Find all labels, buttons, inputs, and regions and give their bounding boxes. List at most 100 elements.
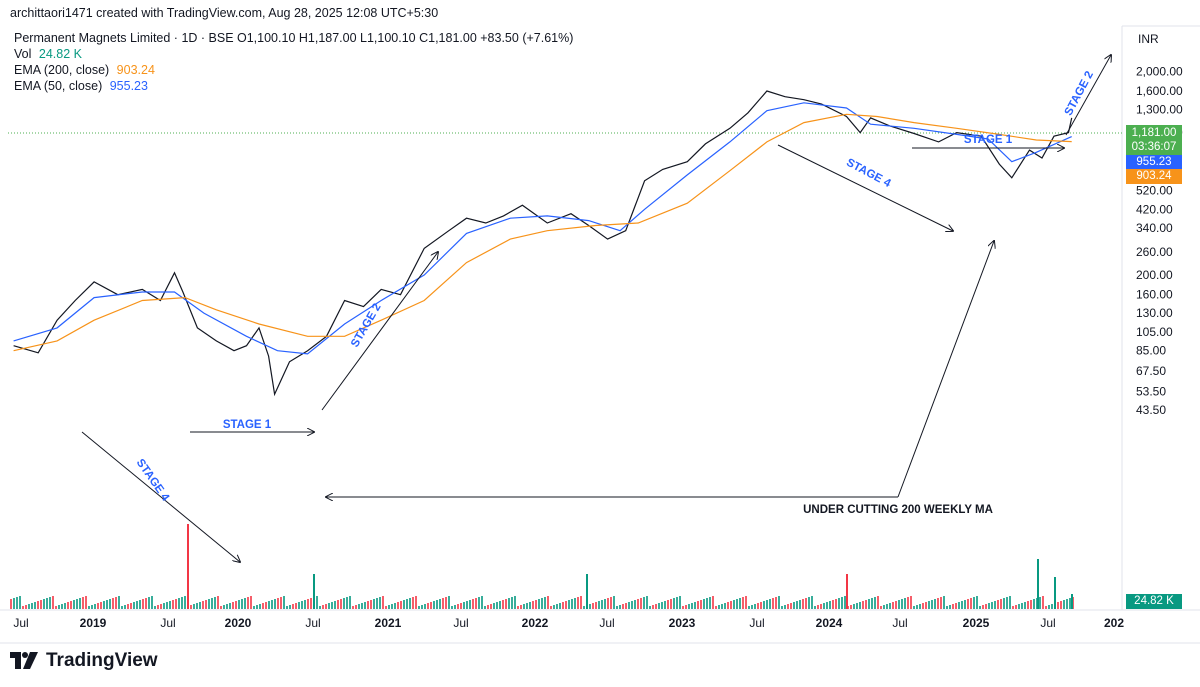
volume-bar [295, 603, 297, 609]
ema200-price-tag: 903.24 [1126, 169, 1182, 184]
time-tick-label: 2025 [963, 616, 990, 630]
volume-bar [622, 604, 624, 609]
stage-label: STAGE 4 [134, 457, 172, 504]
volume-bar [298, 602, 300, 609]
volume-bar [760, 602, 762, 609]
price-tick-label: 520.00 [1136, 183, 1173, 197]
volume-bar [331, 602, 333, 609]
volume-bar [379, 597, 381, 609]
volume-bar [352, 606, 354, 609]
ema50-value: 955.23 [109, 79, 148, 93]
volume-bar [166, 602, 168, 609]
volume-bar [412, 597, 414, 609]
volume-bar [145, 598, 147, 609]
volume-bar [940, 597, 942, 609]
volume-bar [358, 604, 360, 609]
series-line-ema-200-close- [13, 113, 1072, 352]
volume-bar [415, 596, 417, 609]
volume-bar [58, 605, 60, 609]
volume-bar [277, 598, 279, 609]
volume-bar [448, 596, 450, 609]
volume-bar [220, 606, 222, 609]
volume-bar [133, 602, 135, 609]
volume-bar [424, 604, 426, 609]
volume-bar [931, 600, 933, 609]
volume-bar [610, 597, 612, 609]
volume-bar [781, 606, 783, 609]
volume-bar [691, 603, 693, 609]
volume-bar [997, 600, 999, 609]
volume-bar [175, 599, 177, 609]
volume-spike [1071, 594, 1073, 609]
price-tick-label: 2,000.00 [1136, 64, 1183, 78]
volume-bar [238, 600, 240, 609]
price-tick-label: 340.00 [1136, 221, 1173, 235]
volume-bar [673, 598, 675, 609]
volume-bar [991, 602, 993, 609]
volume-bar [103, 601, 105, 609]
volume-bar [898, 600, 900, 609]
volume-bar [1033, 599, 1035, 609]
volume-bar [1057, 602, 1059, 609]
volume-bar [1027, 601, 1029, 609]
volume-bar [541, 598, 543, 609]
volume-bar [217, 596, 219, 609]
volume-bar [589, 604, 591, 609]
volume-bar [772, 598, 774, 609]
volume-legend: Vol 24.82 K [14, 47, 82, 61]
volume-bar [835, 599, 837, 609]
volume-bar [718, 605, 720, 609]
volume-bar [37, 601, 39, 609]
volume-bar [13, 598, 15, 609]
volume-bar [631, 601, 633, 609]
time-tick-label: Jul [453, 616, 468, 630]
volume-bar [1039, 597, 1041, 609]
volume-spike [313, 574, 315, 609]
volume-bar [55, 606, 57, 609]
volume-bar [16, 597, 18, 609]
volume-bar [208, 599, 210, 609]
volume-bar [118, 596, 120, 609]
volume-bar [643, 597, 645, 609]
volume-bar [778, 596, 780, 609]
volume-bar [886, 604, 888, 609]
volume-bar [700, 600, 702, 609]
volume-bar [178, 598, 180, 609]
stage-label: STAGE 1 [223, 419, 272, 431]
volume-bar [658, 603, 660, 609]
volume-bar [481, 596, 483, 609]
volume-bar [91, 605, 93, 609]
series-line-price [13, 90, 1073, 397]
volume-bar [703, 599, 705, 609]
series-line-ema-50-close- [13, 102, 1072, 355]
volume-bar [667, 600, 669, 609]
close-price-value: 1,181.00 [1131, 127, 1177, 139]
volume-bar [253, 606, 255, 609]
volume-bar [430, 602, 432, 609]
annotation-arrow [81, 431, 240, 562]
volume-bar [46, 598, 48, 609]
volume-bar [280, 597, 282, 609]
volume-bar [985, 604, 987, 609]
volume-bar [112, 598, 114, 609]
volume-bar [241, 599, 243, 609]
volume-bar [373, 599, 375, 609]
volume-bar [268, 601, 270, 609]
volume-bar [94, 604, 96, 609]
volume-bar [874, 597, 876, 609]
volume-bar [925, 602, 927, 609]
price-tick-label: 1,600.00 [1136, 84, 1183, 98]
volume-bar [961, 601, 963, 609]
volume-bar [562, 602, 564, 609]
undercut-annotation: UNDER CUTTING 200 WEEKLY MA [803, 504, 993, 516]
volume-bar [574, 598, 576, 609]
volume-bar [1066, 599, 1068, 609]
volume-bar [994, 601, 996, 609]
tradingview-brand[interactable]: TradingView [10, 650, 158, 672]
time-tick-label: 2020 [225, 616, 252, 630]
time-tick-label: Jul [892, 616, 907, 630]
volume-bar [577, 597, 579, 609]
volume-bar [766, 600, 768, 609]
volume-bar [337, 600, 339, 609]
